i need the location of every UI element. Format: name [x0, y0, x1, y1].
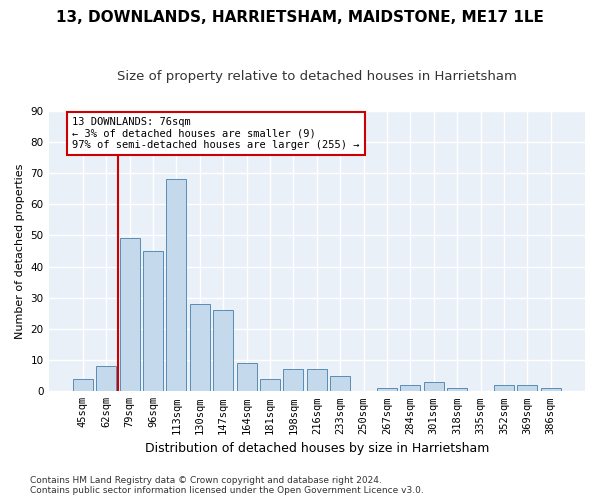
Bar — [166, 179, 187, 392]
Bar — [424, 382, 443, 392]
Bar — [330, 376, 350, 392]
Text: 13, DOWNLANDS, HARRIETSHAM, MAIDSTONE, ME17 1LE: 13, DOWNLANDS, HARRIETSHAM, MAIDSTONE, M… — [56, 10, 544, 25]
Text: 13 DOWNLANDS: 76sqm
← 3% of detached houses are smaller (9)
97% of semi-detached: 13 DOWNLANDS: 76sqm ← 3% of detached hou… — [73, 117, 360, 150]
Bar — [283, 370, 304, 392]
Bar — [447, 388, 467, 392]
X-axis label: Distribution of detached houses by size in Harrietsham: Distribution of detached houses by size … — [145, 442, 489, 455]
Text: Contains HM Land Registry data © Crown copyright and database right 2024.
Contai: Contains HM Land Registry data © Crown c… — [30, 476, 424, 495]
Bar — [494, 385, 514, 392]
Bar — [97, 366, 116, 392]
Bar — [517, 385, 537, 392]
Bar — [236, 363, 257, 392]
Title: Size of property relative to detached houses in Harrietsham: Size of property relative to detached ho… — [117, 70, 517, 83]
Bar — [143, 251, 163, 392]
Bar — [190, 304, 210, 392]
Bar — [73, 379, 93, 392]
Bar — [541, 388, 560, 392]
Bar — [260, 379, 280, 392]
Bar — [307, 370, 327, 392]
Bar — [400, 385, 420, 392]
Y-axis label: Number of detached properties: Number of detached properties — [15, 163, 25, 338]
Bar — [213, 310, 233, 392]
Bar — [377, 388, 397, 392]
Bar — [120, 238, 140, 392]
